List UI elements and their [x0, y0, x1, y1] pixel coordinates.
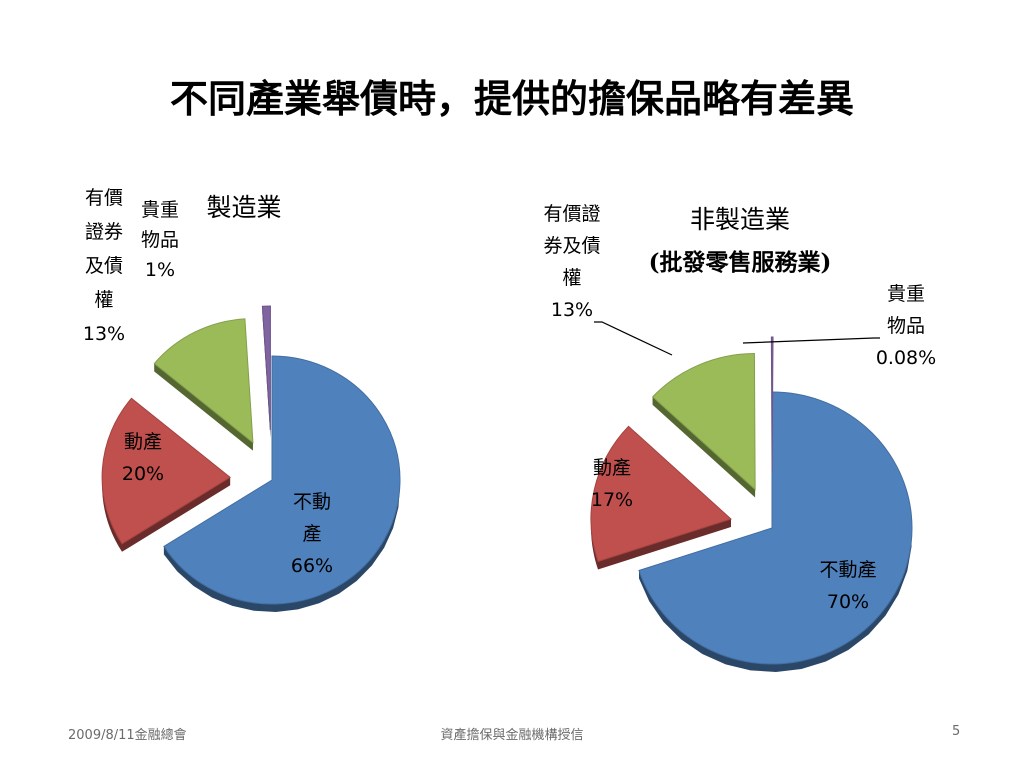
pie-slice-real-estate [638, 391, 913, 665]
footer-date: 2009/8/11金融總會 [68, 728, 187, 743]
slice-name-label: 動產 [124, 431, 162, 453]
slice-percent-label: 17% [591, 489, 633, 511]
pie-slice-securities [153, 318, 254, 444]
pie-charts-canvas: 不動產66%動產20%有價證券及債權13%貴重物品1%製造業不動產70%動產17… [83, 187, 936, 672]
leader-line-valuables [742, 337, 880, 344]
footer-page-number: 5 [952, 724, 961, 739]
slice-percent-label: 20% [122, 463, 164, 485]
slice-edge-movable [122, 477, 231, 552]
slice-name-label: 物品 [141, 229, 179, 251]
slice-name-label: 證券 [85, 221, 123, 243]
slice-name-label: 不動產 [819, 559, 876, 581]
slice-percent-label: 0.08% [876, 347, 936, 369]
slice-percent-label: 13% [551, 299, 593, 321]
pie-slice-valuables [261, 305, 271, 431]
slice-name-label: 物品 [887, 315, 925, 337]
slice-percent-label: 66% [291, 555, 333, 577]
slice-name-label: 有價證 [543, 203, 600, 225]
slice-percent-label: 13% [83, 323, 125, 345]
slice-percent-label: 70% [827, 591, 869, 613]
pie-slice-movable [590, 425, 732, 563]
pie-slice-valuables [770, 336, 774, 474]
slice-name-label: 權 [94, 289, 113, 311]
slice-percent-label: 1% [145, 259, 175, 281]
slice-edge-movable [597, 518, 731, 570]
slide-title: 不同產業舉債時，提供的擔保品略有差異 [169, 76, 854, 121]
slice-name-label: 及債 [85, 255, 123, 277]
slice-edge-securities [154, 363, 253, 451]
pie-slice-movable [101, 397, 231, 545]
chart-subtitle: (批發零售服務業) [649, 249, 832, 276]
chart-title: 非製造業 [690, 205, 790, 234]
slice-name-label: 貴重 [887, 283, 925, 305]
slice-name-label: 有價 [85, 187, 123, 209]
slice-name-label: 動產 [593, 457, 631, 479]
pie-slice-real-estate [163, 355, 401, 605]
chart-title: 製造業 [206, 193, 281, 222]
slice-name-label: 產 [302, 523, 321, 545]
slice-name-label: 權 [562, 267, 581, 289]
footer-center-text: 資產擔保與金融機構授信 [440, 728, 584, 743]
pie-slice-securities [651, 353, 756, 491]
leader-line-securities [594, 321, 673, 356]
slice-name-label: 不動 [293, 491, 331, 513]
slice-name-label: 券及債 [543, 235, 600, 257]
slice-name-label: 貴重 [141, 199, 179, 221]
slice-edge-securities [652, 396, 756, 498]
